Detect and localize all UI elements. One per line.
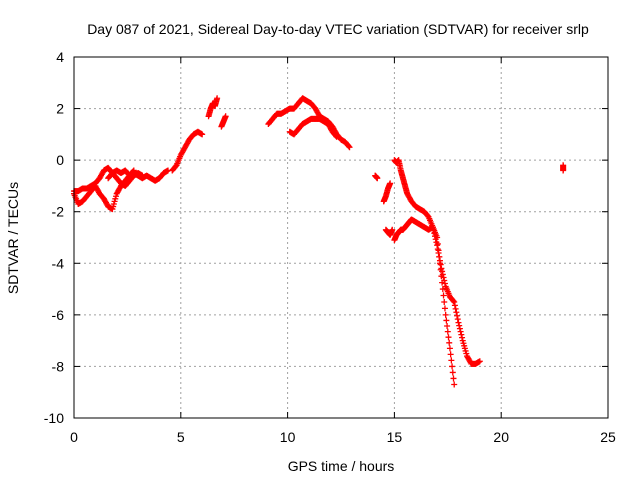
data-point <box>434 240 441 247</box>
data-point <box>444 328 451 335</box>
data-point <box>458 331 465 338</box>
data-point <box>476 358 483 365</box>
data-point <box>387 180 394 187</box>
data-point <box>448 357 455 364</box>
data-point <box>442 311 449 318</box>
data-point <box>222 113 229 120</box>
data-point <box>560 167 567 174</box>
data-point <box>447 351 454 358</box>
data-point <box>439 286 446 293</box>
y-tick-label: 4 <box>56 49 64 65</box>
data-point <box>450 298 457 305</box>
data-point <box>451 381 458 388</box>
x-tick-label: 5 <box>177 429 185 445</box>
data-point <box>346 144 353 151</box>
data-point <box>455 319 462 326</box>
data-point <box>333 133 340 140</box>
data-point <box>434 242 441 249</box>
x-tick-label: 20 <box>493 429 509 445</box>
grid-lines <box>74 57 608 418</box>
data-point <box>449 363 456 370</box>
data-point <box>457 328 464 335</box>
data-point <box>441 280 448 287</box>
data-point <box>443 317 450 324</box>
x-tick-label: 25 <box>600 429 616 445</box>
data-point <box>437 261 444 268</box>
data-point <box>454 312 461 319</box>
data-point <box>456 322 463 329</box>
y-tick-label: -10 <box>44 410 64 426</box>
data-point <box>438 273 445 280</box>
data-point <box>139 172 146 179</box>
x-tick-label: 0 <box>70 429 78 445</box>
data-point <box>439 279 446 286</box>
y-tick-label: -2 <box>52 204 65 220</box>
y-tick-labels: -10 -8 -6 -4 -2 0 2 4 <box>44 49 64 426</box>
data-point <box>459 334 466 341</box>
data-point <box>438 265 445 272</box>
y-tick-label: 0 <box>56 152 64 168</box>
data-point <box>434 234 441 241</box>
data-point <box>214 95 221 102</box>
x-tick-labels: 0 5 10 15 20 25 <box>70 429 616 445</box>
data-point <box>435 247 442 254</box>
data-point <box>451 298 458 305</box>
data-point <box>436 260 443 267</box>
x-tick-label: 15 <box>387 429 403 445</box>
axis-ticks <box>73 56 609 419</box>
data-point <box>449 369 456 376</box>
data-point <box>453 309 460 316</box>
data-point <box>333 133 340 140</box>
data-point <box>441 305 448 312</box>
data-point <box>434 246 441 253</box>
data-point <box>389 226 396 233</box>
x-tick-label: 10 <box>280 429 296 445</box>
chart-title: Day 087 of 2021, Sidereal Day-to-day VTE… <box>87 21 589 37</box>
data-point <box>374 175 381 182</box>
data-point <box>436 253 443 260</box>
x-axis-label: GPS time / hours <box>288 458 395 474</box>
data-point <box>444 323 451 330</box>
data-point <box>130 168 137 175</box>
data-point <box>445 334 452 341</box>
y-tick-label: -6 <box>52 307 65 323</box>
data-point <box>446 339 453 346</box>
data-point <box>454 316 461 323</box>
data-point <box>441 298 448 305</box>
data-point <box>437 266 444 273</box>
y-tick-label: -4 <box>52 255 65 271</box>
data-point <box>456 325 463 332</box>
data-points <box>71 95 567 388</box>
y-tick-label: 2 <box>56 101 64 117</box>
data-point <box>452 305 459 312</box>
data-point <box>450 375 457 382</box>
y-tick-label: -8 <box>52 358 65 374</box>
data-point <box>440 292 447 299</box>
plot-frame <box>73 56 609 419</box>
data-point <box>345 143 352 150</box>
data-point <box>451 302 458 309</box>
data-point <box>446 345 453 352</box>
y-axis-label: SDTVAR / TECUs <box>5 182 21 294</box>
data-point <box>199 131 206 138</box>
data-point <box>130 167 137 174</box>
